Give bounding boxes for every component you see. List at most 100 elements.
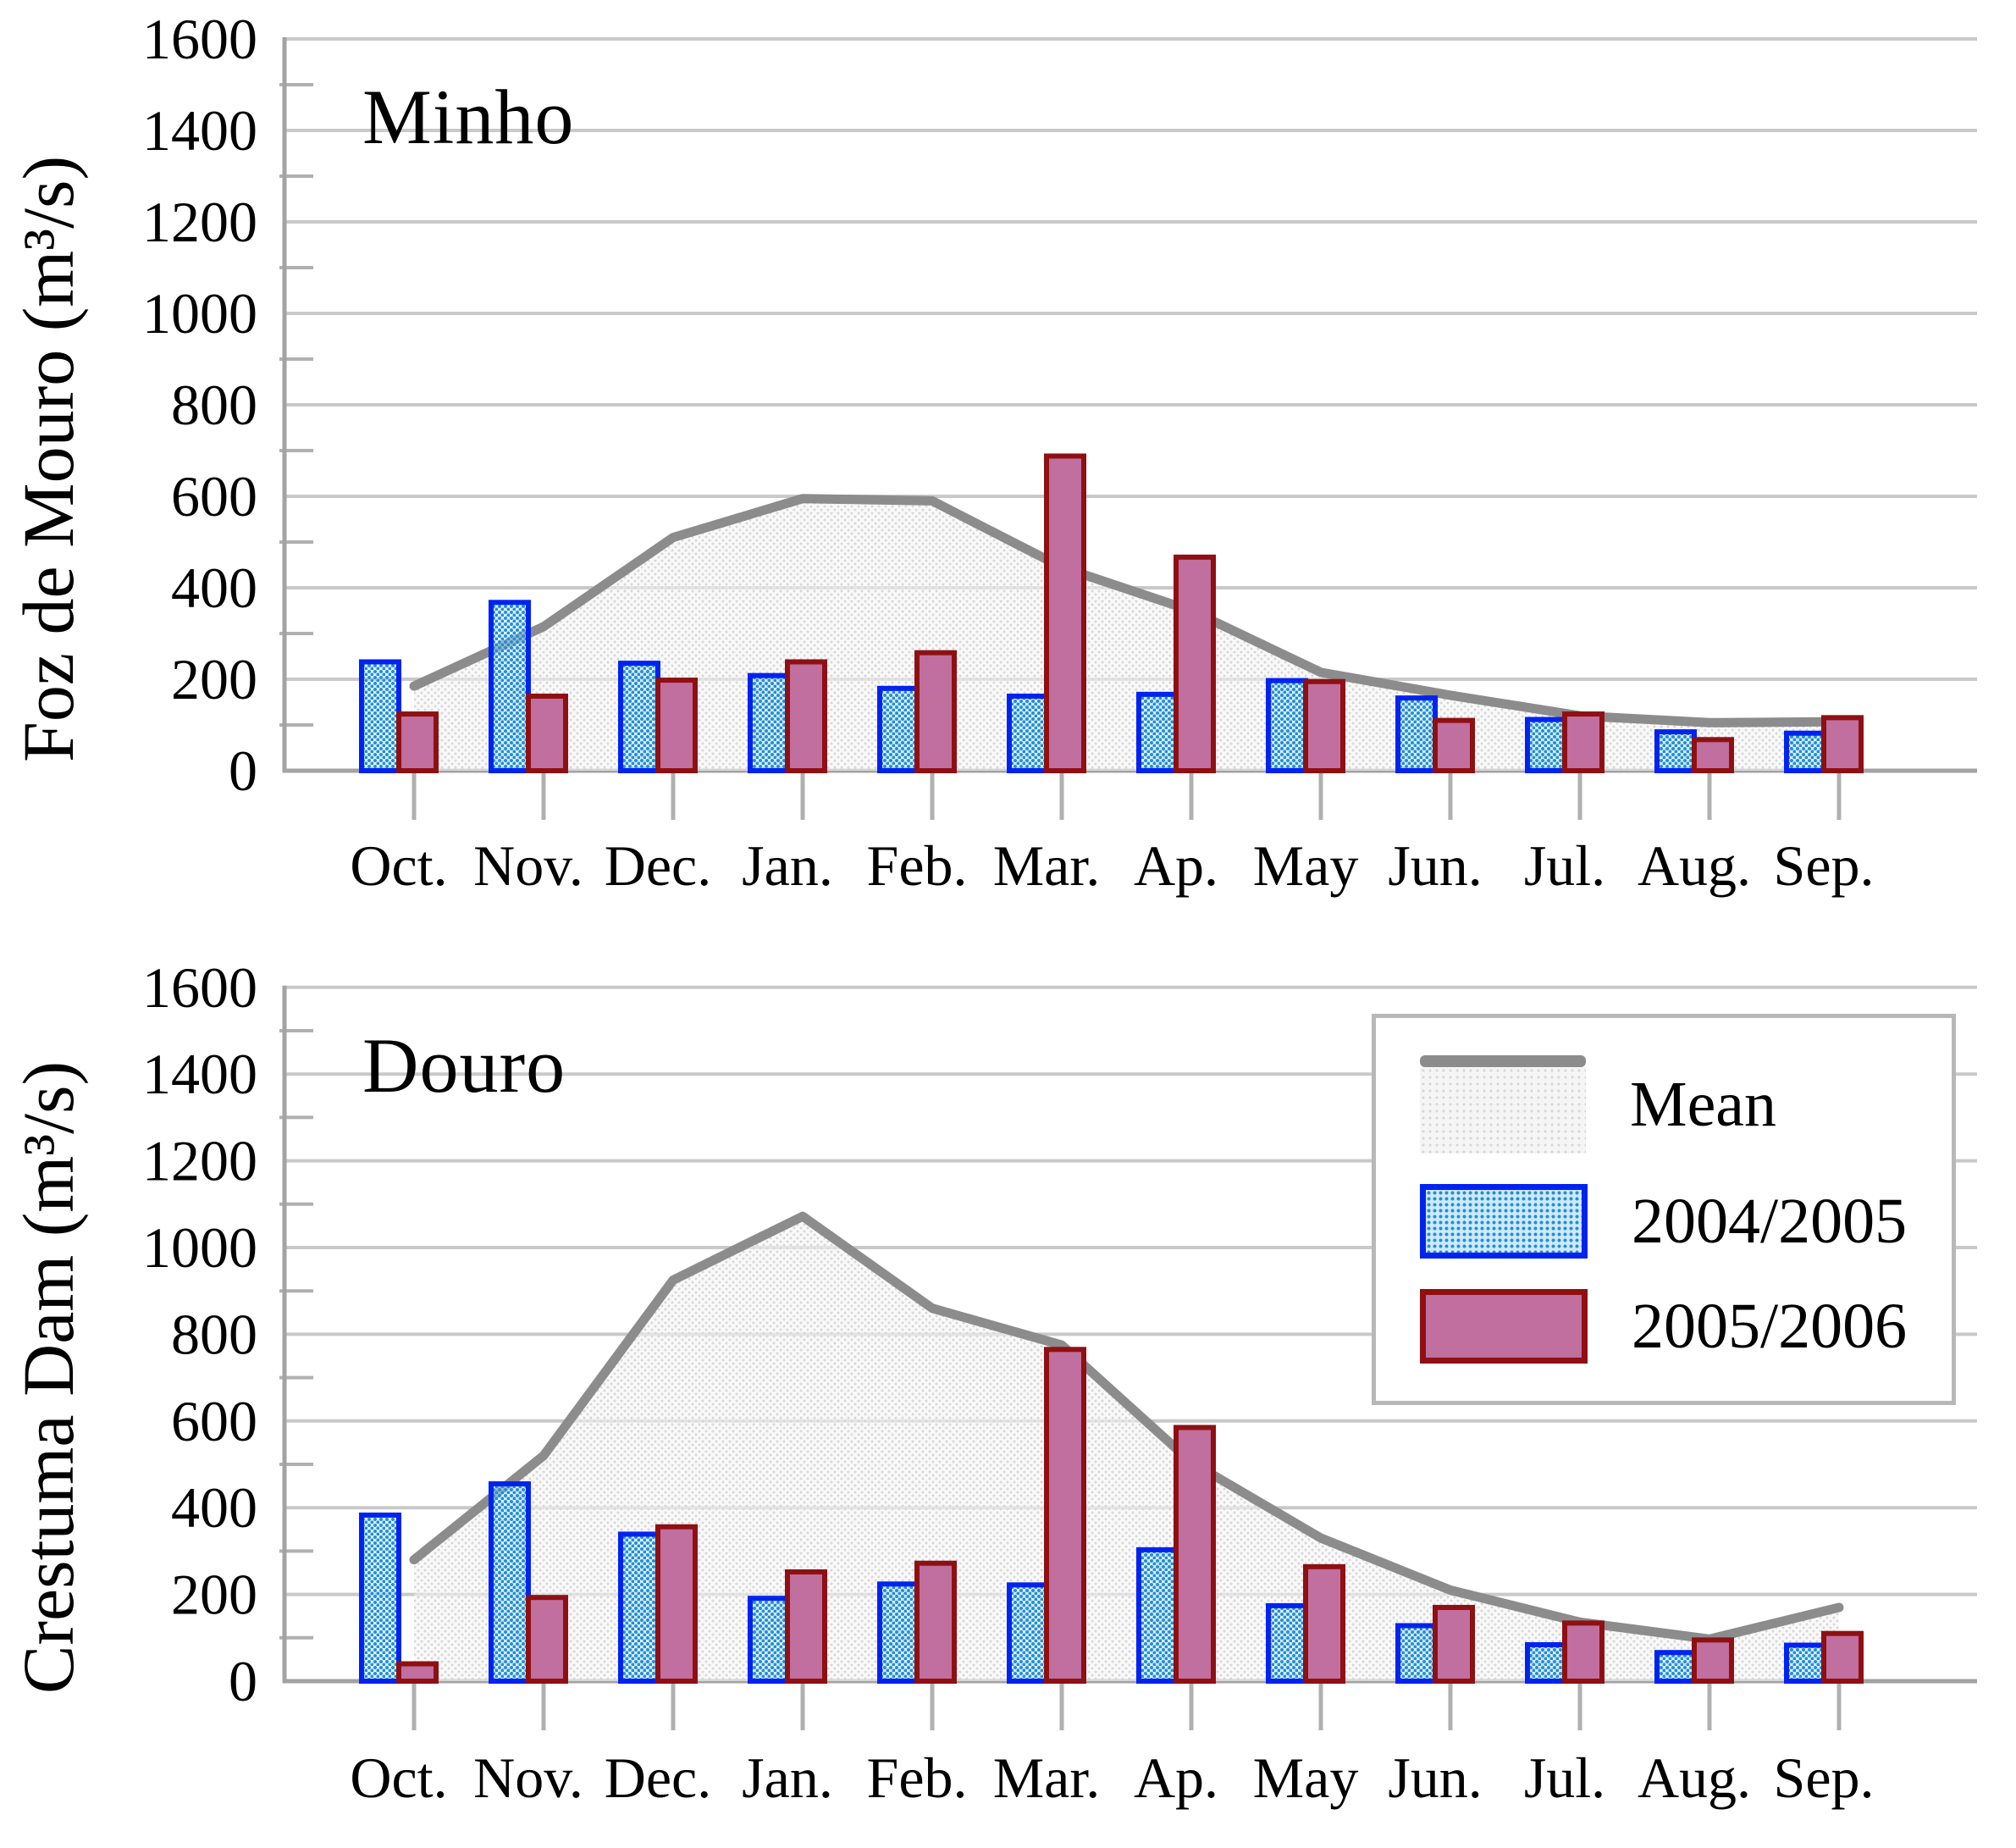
month-label: Jan. [742, 833, 833, 898]
panel-douro: 0 200 400 600 800 1000 1200 1400 1600 Oct. Nov. Dec… [142, 955, 1977, 1810]
y-tick-label: 400 [171, 1475, 257, 1540]
bar-2005-2006 [1433, 1604, 1475, 1684]
y-tick-label: 1600 [142, 955, 257, 1020]
bar-2005-2006 [1692, 737, 1734, 774]
month-label: May [1253, 1746, 1359, 1810]
month-label: Dec. [605, 833, 711, 898]
y-tick-label: 1200 [142, 1129, 257, 1193]
month-label: Jan. [742, 1746, 833, 1810]
bar-2004-2005-swatch [1420, 1184, 1588, 1259]
bar-2005-2006-swatch [1420, 1289, 1588, 1364]
mean-area-swatch [1420, 1067, 1586, 1154]
bar-2004-2005 [1654, 729, 1697, 773]
legend: Mean 2004/2005 2005/2006 [1372, 1014, 1956, 1405]
month-label: Nov. [473, 833, 583, 898]
bar-2004-2005 [489, 1481, 531, 1685]
legend-label-2005-2006: 2005/2006 [1632, 1291, 1908, 1362]
bar-2004-2005 [748, 672, 790, 773]
bar-2004-2005 [877, 1581, 920, 1685]
mean-swatch [1420, 1055, 1586, 1154]
y-tick-label: 1600 [142, 7, 257, 71]
bar-2004-2005 [748, 1596, 790, 1685]
bar-2004-2005 [1395, 1623, 1438, 1684]
bar-2005-2006 [1044, 453, 1086, 773]
bar-2004-2005 [618, 1531, 660, 1684]
y-tick-label: 200 [171, 1563, 257, 1627]
bar-2005-2006 [785, 1569, 827, 1684]
legend-item-2004-2005: 2004/2005 [1420, 1184, 1952, 1259]
month-label: Mar. [993, 1746, 1101, 1810]
bar-2005-2006 [655, 1524, 698, 1685]
panel-minho: 0 200 400 600 800 1000 1200 1400 1600 Oct. Nov. Dec… [142, 7, 1977, 898]
month-label: Feb. [867, 833, 968, 898]
y-tick-label: 1400 [142, 98, 257, 163]
month-label: Jul. [1524, 833, 1605, 898]
month-label: Jun. [1388, 1746, 1482, 1810]
bar-2004-2005 [1525, 1641, 1567, 1684]
month-label: Ap. [1134, 833, 1218, 898]
y-tick-label: 1400 [142, 1042, 257, 1106]
bar-2005-2006 [1174, 554, 1216, 773]
bar-2005-2006 [396, 1661, 439, 1685]
month-label: Sep. [1774, 1746, 1875, 1810]
month-label: Mar. [993, 833, 1101, 898]
bar-2004-2005 [1136, 691, 1179, 774]
bar-2004-2005 [1266, 678, 1308, 773]
month-label: Jun. [1388, 833, 1482, 898]
bar-2005-2006 [655, 678, 698, 774]
legend-item-mean: Mean [1420, 1055, 1952, 1154]
legend-label-2004-2005: 2004/2005 [1632, 1186, 1908, 1257]
y-tick-label: 400 [171, 556, 257, 620]
month-label: Aug. [1638, 833, 1751, 898]
bar-2004-2005 [1395, 695, 1438, 774]
bar-2005-2006 [1562, 711, 1605, 773]
bar-2005-2006 [526, 693, 568, 773]
y-tick-label: 0 [229, 1649, 257, 1713]
month-label: Ap. [1134, 1746, 1218, 1810]
panel-title-douro: Douro [362, 1022, 566, 1109]
bar-2004-2005 [489, 600, 531, 774]
bar-2004-2005 [1266, 1602, 1308, 1684]
month-label: Jul. [1524, 1746, 1605, 1810]
mean-line-swatch [1420, 1055, 1586, 1067]
y-tick-label: 800 [171, 1302, 257, 1366]
panel-title-minho: Minho [362, 74, 575, 160]
bar-2005-2006 [1044, 1347, 1086, 1684]
bar-2005-2006 [1303, 1563, 1345, 1685]
bar-2005-2006 [1174, 1425, 1216, 1684]
month-label: Dec. [605, 1746, 711, 1810]
bar-2004-2005 [1654, 1650, 1697, 1685]
bar-2004-2005 [359, 659, 401, 773]
bar-2004-2005 [1784, 1642, 1826, 1685]
month-label: Nov. [473, 1746, 583, 1810]
y-tick-label: 800 [171, 373, 257, 437]
y-tick-label: 1000 [142, 1215, 257, 1280]
month-label: Sep. [1774, 833, 1875, 898]
bar-2004-2005 [877, 685, 920, 773]
mean-area [414, 1216, 1839, 1681]
bar-2005-2006 [1692, 1637, 1734, 1684]
month-label: Aug. [1638, 1746, 1751, 1810]
month-label: Feb. [867, 1746, 968, 1810]
bar-2005-2006 [1821, 1630, 1864, 1685]
bar-2004-2005 [1007, 693, 1049, 773]
y-tick-label: 600 [171, 1389, 257, 1453]
bar-2005-2006 [1821, 715, 1864, 773]
bar-2005-2006 [1433, 717, 1475, 773]
bar-2004-2005 [1007, 1582, 1049, 1685]
bar-2004-2005 [359, 1512, 401, 1685]
y-tick-label: 0 [229, 739, 257, 803]
month-label: Oct. [350, 833, 447, 898]
bar-2004-2005 [1525, 717, 1567, 774]
bar-2005-2006 [914, 650, 957, 773]
bar-2005-2006 [396, 711, 439, 773]
legend-item-2005-2006: 2005/2006 [1420, 1289, 1952, 1364]
y-tick-label: 1000 [142, 281, 257, 346]
bar-2005-2006 [914, 1560, 957, 1684]
y-axis-title-douro: Crestuma Dam (m³/s) [8, 1060, 89, 1694]
legend-label-mean: Mean [1630, 1069, 1777, 1140]
bar-2004-2005 [618, 661, 660, 773]
bar-2004-2005 [1784, 730, 1826, 773]
